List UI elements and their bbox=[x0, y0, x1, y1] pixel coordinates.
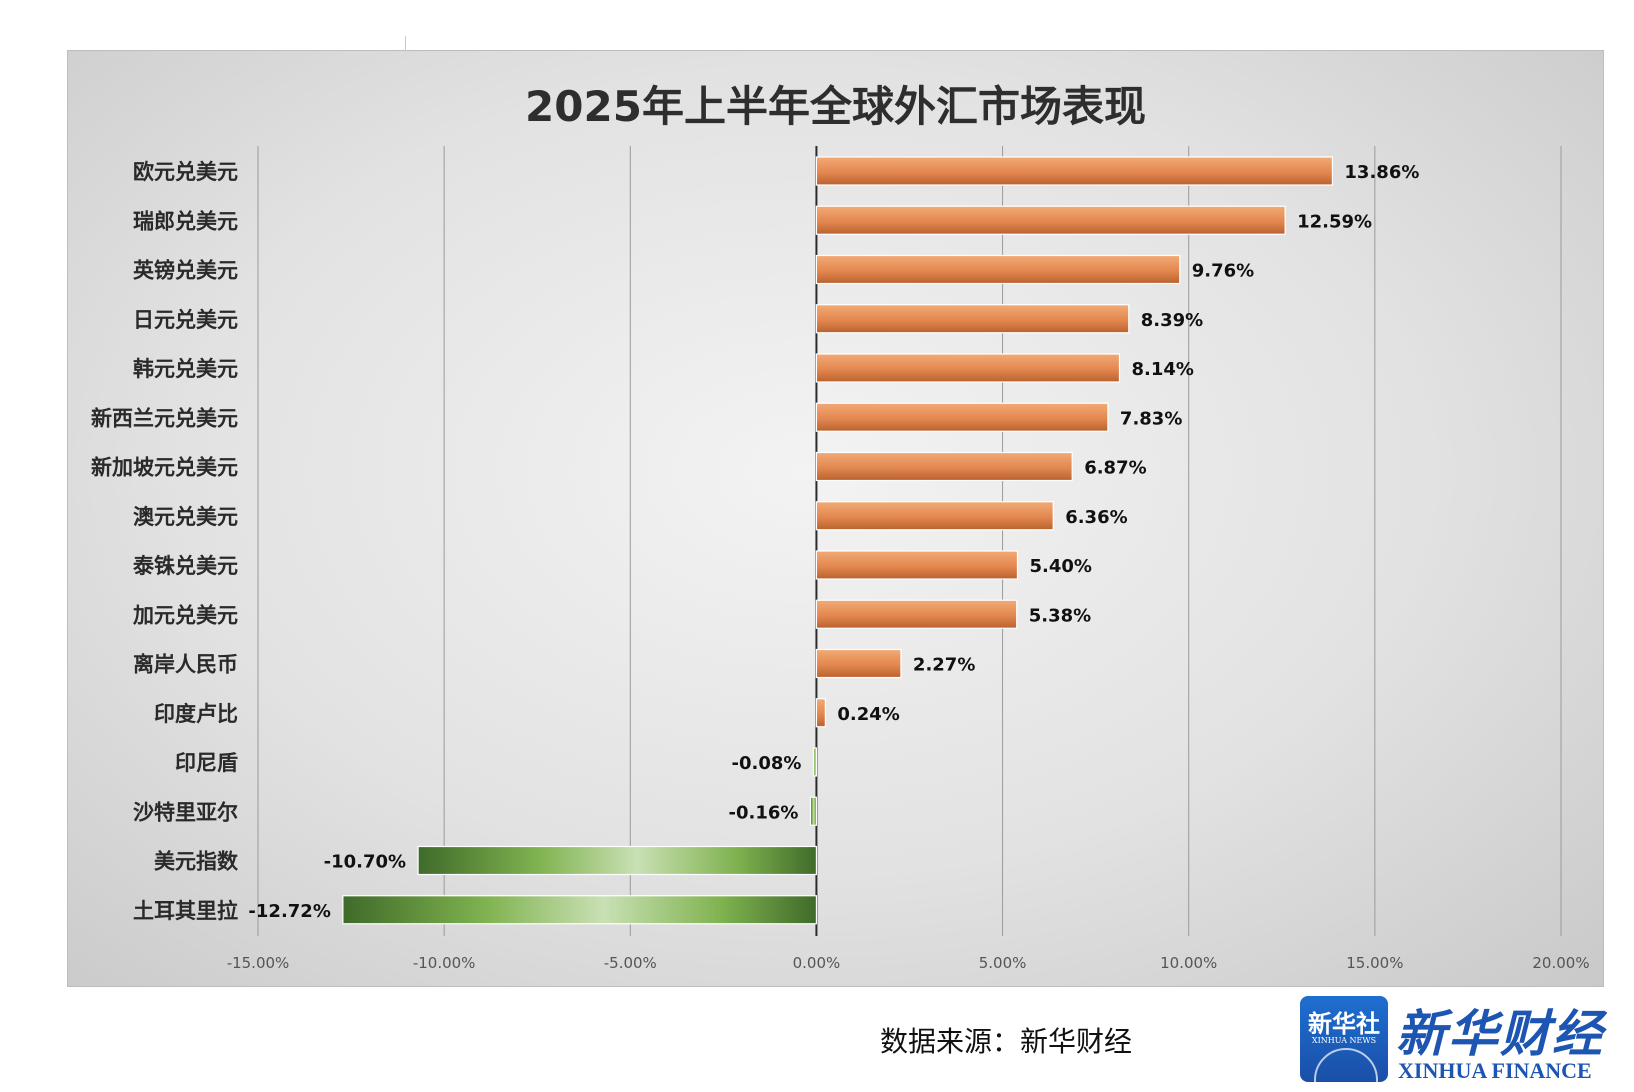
x-tick-label: -10.00% bbox=[413, 954, 476, 972]
x-tick-label: -15.00% bbox=[227, 954, 290, 972]
data-label: 7.83% bbox=[1120, 408, 1182, 429]
xinhua-news-logo-badge: 新华社 XINHUA NEWS bbox=[1300, 996, 1388, 1082]
category-label: 印度卢比 bbox=[154, 702, 238, 726]
data-label: 0.24% bbox=[837, 704, 899, 725]
data-label: -0.08% bbox=[732, 753, 802, 774]
bar bbox=[815, 501, 1054, 531]
bar bbox=[815, 254, 1181, 285]
category-label: 泰铢兑美元 bbox=[132, 554, 238, 578]
bar bbox=[815, 451, 1073, 482]
data-label: 6.36% bbox=[1065, 507, 1127, 528]
bar bbox=[815, 304, 1130, 334]
category-label: 美元指数 bbox=[154, 850, 239, 874]
bar bbox=[342, 895, 818, 925]
bar bbox=[815, 599, 1018, 629]
data-label: 2.27% bbox=[913, 655, 975, 676]
data-label: 12.59% bbox=[1297, 211, 1372, 232]
x-tick-label: -5.00% bbox=[604, 954, 657, 972]
category-label: 沙特里亚尔 bbox=[133, 800, 238, 824]
bar bbox=[809, 796, 818, 826]
x-tick-label: 10.00% bbox=[1160, 954, 1217, 972]
category-label: 土耳其里拉 bbox=[133, 899, 238, 923]
x-tick-label: 0.00% bbox=[793, 954, 841, 972]
data-label: -12.72% bbox=[248, 901, 330, 922]
data-label: 9.76% bbox=[1192, 261, 1254, 282]
data-source-note: 数据来源：新华财经 bbox=[880, 1025, 1133, 1058]
category-label: 印尼盾 bbox=[175, 751, 238, 775]
x-tick-label: 5.00% bbox=[979, 954, 1027, 972]
badge-cn-text: 新华社 bbox=[1308, 1010, 1380, 1038]
category-label: 新加坡元兑美元 bbox=[91, 456, 238, 480]
xinhua-finance-logo-cn: 新华财经 bbox=[1396, 1004, 1604, 1063]
data-label: 8.39% bbox=[1141, 310, 1203, 331]
chart-panel: 2025年上半年全球外汇市场表现 -15.00% -10.00% -5.00% 0.0… bbox=[67, 50, 1604, 987]
data-label: -0.16% bbox=[729, 802, 799, 823]
category-label: 韩元兑美元 bbox=[133, 357, 238, 381]
bar bbox=[417, 845, 818, 876]
bar bbox=[815, 402, 1109, 432]
category-label: 加元兑美元 bbox=[132, 603, 238, 627]
x-tick-label: 20.00% bbox=[1532, 954, 1589, 972]
globe-icon bbox=[1314, 1048, 1378, 1082]
bar bbox=[815, 550, 1019, 580]
bar bbox=[815, 648, 902, 679]
category-label: 日元兑美元 bbox=[133, 308, 238, 332]
category-label: 英镑兑美元 bbox=[133, 259, 238, 283]
category-label: 澳元兑美元 bbox=[133, 505, 238, 529]
bar bbox=[815, 698, 826, 728]
bar bbox=[815, 156, 1334, 186]
data-label: 5.40% bbox=[1029, 556, 1091, 577]
data-label: 8.14% bbox=[1131, 359, 1193, 380]
bar bbox=[815, 205, 1286, 235]
bar bbox=[815, 353, 1121, 383]
x-tick-label: 15.00% bbox=[1346, 954, 1403, 972]
data-label: 6.87% bbox=[1084, 458, 1146, 479]
badge-en-text: XINHUA NEWS bbox=[1311, 1036, 1377, 1045]
stray-tick-mark bbox=[405, 36, 406, 50]
data-label: -10.70% bbox=[324, 852, 406, 873]
data-label: 5.38% bbox=[1029, 605, 1091, 626]
data-label: 13.86% bbox=[1344, 162, 1419, 183]
bar-chart: -15.00% -10.00% -5.00% 0.00% 5.00% 10.00% 15.0… bbox=[91, 146, 1590, 972]
category-label: 瑞郎兑美元 bbox=[133, 209, 238, 233]
xinhua-finance-logo-en: XINHUA FINANCE bbox=[1398, 1058, 1592, 1083]
chart-title: 2025年上半年全球外汇市场表现 bbox=[525, 82, 1146, 131]
category-label: 欧元兑美元 bbox=[133, 160, 238, 184]
category-label: 离岸人民币 bbox=[133, 653, 238, 677]
category-label: 新西兰元兑美元 bbox=[91, 406, 238, 430]
bar bbox=[812, 747, 818, 777]
